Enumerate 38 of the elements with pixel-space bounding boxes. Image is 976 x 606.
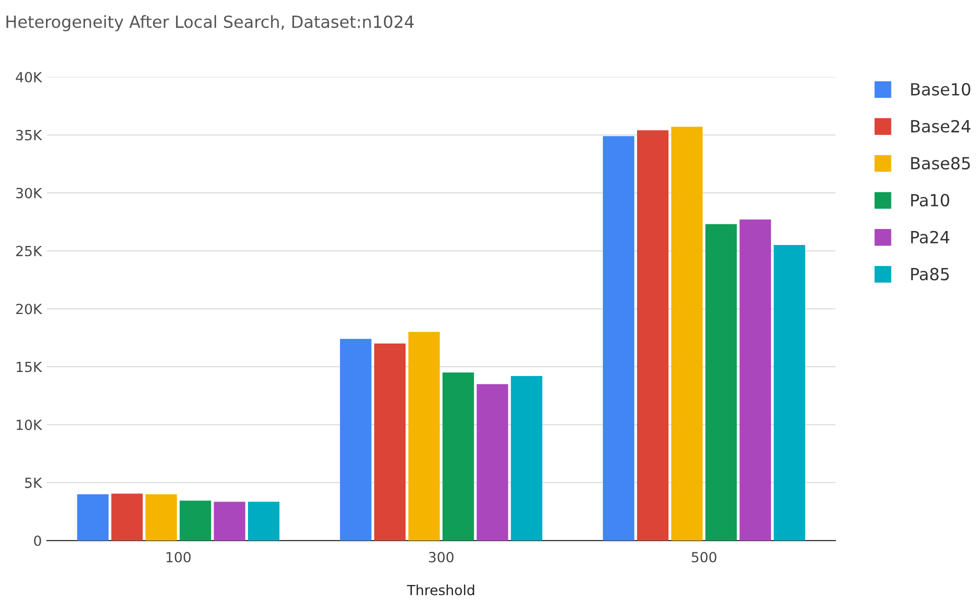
legend-label: Pa85 — [911, 268, 949, 280]
x-tick-label: 300 — [428, 552, 454, 562]
bar — [602, 136, 634, 541]
bar — [671, 126, 703, 541]
legend-label: Pa24 — [911, 230, 950, 244]
bar — [774, 245, 806, 541]
y-tick-label: 15K — [16, 362, 42, 372]
y-tick-label: 25K — [16, 246, 42, 256]
bar — [705, 224, 737, 541]
y-tick-label: 10K — [16, 420, 42, 430]
legend-label: Base10 — [911, 82, 970, 96]
x-tick-label: 100 — [166, 552, 191, 562]
x-tick-label: 500 — [692, 552, 716, 562]
bar — [248, 502, 280, 541]
bar — [740, 220, 771, 541]
bar — [374, 344, 406, 541]
y-tick-label: 30K — [16, 188, 42, 198]
y-tick-label: 40K — [16, 72, 42, 82]
legend-label: Pa10 — [911, 194, 950, 206]
bar — [476, 384, 508, 541]
y-tick-label: 0 — [34, 536, 42, 546]
y-tick-label: 20K — [16, 304, 42, 314]
y-tick-label: 5K — [25, 478, 42, 488]
bar — [442, 372, 474, 541]
legend-label: Base85 — [911, 156, 970, 170]
bar — [180, 500, 212, 541]
bar — [145, 494, 177, 541]
bar — [637, 130, 668, 541]
bar — [408, 332, 440, 541]
bar — [510, 376, 542, 541]
y-tick-label: 35K — [16, 130, 42, 140]
bar — [340, 338, 372, 541]
legend-label: Base24 — [911, 120, 970, 133]
bar — [77, 494, 109, 541]
bar — [214, 502, 246, 541]
x-axis-title: Threshold — [406, 584, 474, 596]
bar — [111, 494, 143, 541]
chart-title: Heterogeneity After Local Search, Dataset:n1024 — [6, 15, 414, 32]
